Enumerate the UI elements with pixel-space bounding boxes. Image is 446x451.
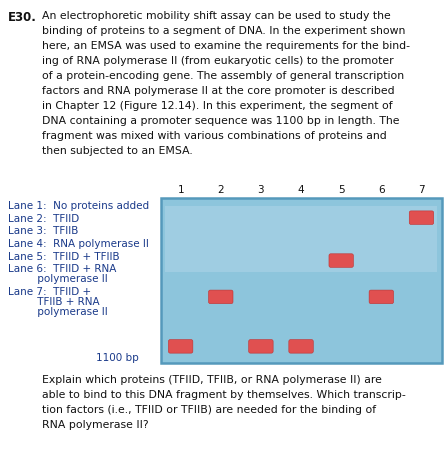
Text: fragment was mixed with various combinations of proteins and: fragment was mixed with various combinat… — [42, 130, 387, 140]
Text: Lane 1:  No proteins added: Lane 1: No proteins added — [8, 201, 149, 211]
Text: Lane 6:  TFIID + RNA: Lane 6: TFIID + RNA — [8, 264, 116, 274]
Text: factors and RNA polymerase II at the core promoter is described: factors and RNA polymerase II at the cor… — [42, 86, 395, 96]
Bar — [165, 207, 437, 272]
FancyBboxPatch shape — [209, 290, 233, 304]
Text: 3: 3 — [258, 185, 264, 195]
Text: of a protein-encoding gene. The assembly of general transcription: of a protein-encoding gene. The assembly… — [42, 71, 405, 81]
Text: TFIIB + RNA: TFIIB + RNA — [8, 296, 99, 306]
Text: 1100 bp: 1100 bp — [95, 353, 138, 363]
Text: binding of proteins to a segment of DNA. In the experiment shown: binding of proteins to a segment of DNA.… — [42, 26, 406, 36]
Text: here, an EMSA was used to examine the requirements for the bind-: here, an EMSA was used to examine the re… — [42, 41, 410, 51]
Text: in Chapter 12 (Figure 12.14). In this experiment, the segment of: in Chapter 12 (Figure 12.14). In this ex… — [42, 101, 393, 110]
FancyBboxPatch shape — [329, 254, 353, 268]
Text: able to bind to this DNA fragment by themselves. Which transcrip-: able to bind to this DNA fragment by the… — [42, 389, 406, 399]
Text: 1: 1 — [178, 185, 184, 195]
FancyBboxPatch shape — [409, 212, 434, 225]
Text: Lane 2:  TFIID: Lane 2: TFIID — [8, 213, 79, 223]
Text: ing of RNA polymerase II (from eukaryotic cells) to the promoter: ing of RNA polymerase II (from eukaryoti… — [42, 56, 394, 66]
FancyBboxPatch shape — [169, 340, 193, 354]
Text: Lane 5:  TFIID + TFIIB: Lane 5: TFIID + TFIIB — [8, 251, 120, 261]
FancyBboxPatch shape — [289, 340, 313, 354]
Text: Lane 4:  RNA polymerase II: Lane 4: RNA polymerase II — [8, 239, 149, 249]
Text: then subjected to an EMSA.: then subjected to an EMSA. — [42, 145, 193, 155]
Text: 5: 5 — [338, 185, 344, 195]
Text: polymerase II: polymerase II — [8, 274, 108, 284]
Text: tion factors (i.e., TFIID or TFIIB) are needed for the binding of: tion factors (i.e., TFIID or TFIIB) are … — [42, 404, 376, 414]
Text: 2: 2 — [218, 185, 224, 195]
Text: E30.: E30. — [8, 11, 37, 24]
Text: Lane 3:  TFIIB: Lane 3: TFIIB — [8, 226, 78, 236]
Text: polymerase II: polymerase II — [8, 306, 108, 316]
FancyBboxPatch shape — [369, 290, 393, 304]
Text: 7: 7 — [418, 185, 425, 195]
Bar — [161, 198, 442, 363]
FancyBboxPatch shape — [249, 340, 273, 354]
Text: DNA containing a promoter sequence was 1100 bp in length. The: DNA containing a promoter sequence was 1… — [42, 115, 400, 125]
Text: 4: 4 — [298, 185, 304, 195]
Text: RNA polymerase II?: RNA polymerase II? — [42, 419, 149, 429]
Text: Explain which proteins (TFIID, TFIIB, or RNA polymerase II) are: Explain which proteins (TFIID, TFIIB, or… — [42, 374, 382, 384]
Text: 6: 6 — [378, 185, 384, 195]
Text: An electrophoretic mobility shift assay can be used to study the: An electrophoretic mobility shift assay … — [42, 11, 391, 21]
Text: Lane 7:  TFIID +: Lane 7: TFIID + — [8, 286, 91, 296]
